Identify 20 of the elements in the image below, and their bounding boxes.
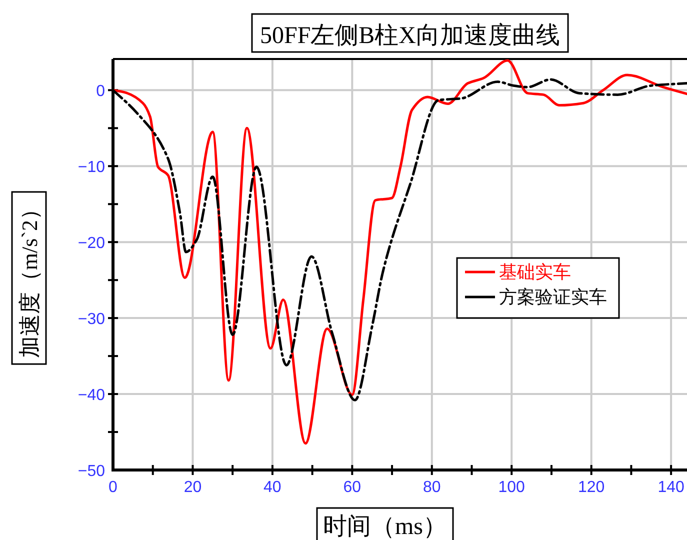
x-tick-label: 20 <box>184 479 202 496</box>
y-tick-label: 0 <box>96 83 106 100</box>
x-tick-label: 140 <box>658 479 684 496</box>
x-tick-label: 120 <box>578 479 605 496</box>
chart-title: 50FF左侧B柱X向加速度曲线 <box>260 22 560 49</box>
y-tick-label: −40 <box>78 387 106 404</box>
y-tick-label: −10 <box>78 159 106 176</box>
y-tick-label: −30 <box>78 311 106 328</box>
y-tick-label: −20 <box>78 235 106 252</box>
x-tick-label: 0 <box>108 479 118 496</box>
legend-label: 基础实车 <box>499 262 571 282</box>
x-tick-label: 60 <box>343 479 362 496</box>
x-tick-label: 40 <box>264 479 282 496</box>
legend-label: 方案验证实车 <box>499 287 607 307</box>
x-tick-label: 100 <box>498 479 526 496</box>
x-tick-label: 80 <box>422 479 441 496</box>
x-axis-title: 时间（ms） <box>322 514 448 540</box>
y-tick-label: −50 <box>78 463 106 480</box>
line-series <box>112 78 687 402</box>
y-axis-title: 加速度（m/s`2） <box>17 198 42 358</box>
